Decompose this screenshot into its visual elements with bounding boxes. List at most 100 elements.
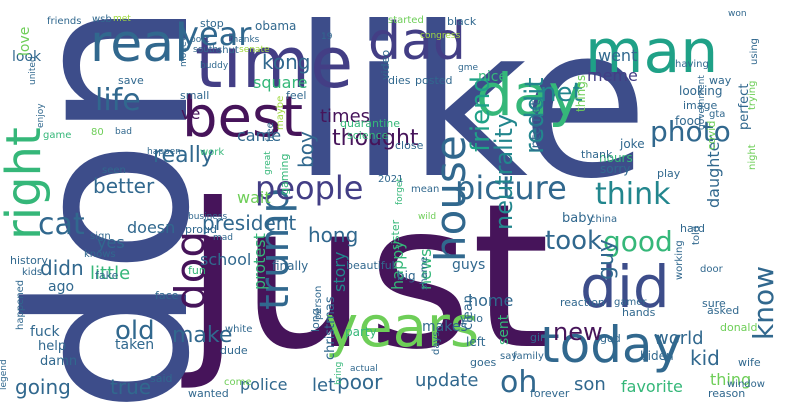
cloud-word-man: man: [585, 17, 719, 87]
cloud-word-family: family: [513, 351, 544, 362]
cloud-word-china: china: [590, 214, 618, 225]
cloud-word-shut: shut: [217, 45, 239, 56]
cloud-word-square: square: [253, 73, 308, 92]
cloud-word-time: time: [195, 22, 354, 104]
cloud-word-did: did: [580, 253, 670, 321]
cloud-word-fun: fun: [188, 264, 206, 277]
cloud-word-god: god: [600, 332, 621, 345]
cloud-word-white: white: [225, 324, 253, 335]
cloud-word-kid: kid: [690, 346, 720, 370]
cloud-word-legend: legend: [0, 359, 9, 390]
cloud-word-gta: gta: [709, 109, 726, 120]
cloud-word-trying: trying: [747, 80, 758, 110]
cloud-word-80: 80: [91, 127, 104, 138]
cloud-word-school: school: [200, 250, 252, 269]
cloud-word-obama: obama: [255, 19, 297, 33]
cloud-word-good: good: [603, 225, 673, 258]
cloud-word-seen: seen: [102, 165, 126, 176]
cloud-word-knows: knows: [84, 249, 116, 260]
cloud-word-kong: kong: [262, 50, 311, 74]
cloud-word-united: united: [28, 56, 38, 85]
cloud-word-gaming: gaming: [278, 153, 291, 195]
cloud-word-help: help: [38, 339, 67, 354]
cloud-word-sister: sister: [389, 219, 402, 250]
cloud-word-let: let: [312, 375, 336, 396]
cloud-word-actual: actual: [350, 364, 378, 374]
cloud-word-thing: thing: [710, 370, 752, 389]
cloud-word-happen: happen: [147, 147, 181, 157]
cloud-word-christmas: christmas: [323, 296, 338, 360]
cloud-word-make: make: [172, 323, 233, 348]
cloud-word-post: post: [190, 35, 210, 45]
cloud-word-stop: stop: [200, 17, 224, 30]
cloud-word-started: started: [388, 15, 424, 26]
cloud-word-senate: senate: [239, 45, 270, 55]
cloud-word-kids: kids: [22, 267, 43, 278]
cloud-word-great: great: [263, 151, 273, 175]
cloud-word-wanted: wanted: [188, 387, 229, 400]
cloud-word-bad: bad: [115, 127, 132, 137]
cloud-word-door: door: [700, 264, 723, 275]
cloud-word-old: old: [115, 316, 155, 346]
cloud-word-year: year: [180, 15, 252, 53]
cloud-word-took: took: [545, 226, 603, 256]
cloud-word-buddy: buddy: [200, 61, 229, 71]
cloud-word-fuck: fuck: [30, 324, 60, 340]
cloud-word-sure: sure: [702, 297, 726, 310]
cloud-word-people: people: [255, 169, 364, 207]
cloud-word-just: just: [185, 161, 550, 394]
cloud-word-19: 19: [321, 32, 333, 42]
cloud-word-big: big: [397, 269, 416, 283]
cloud-word-life: life: [95, 83, 141, 118]
cloud-word-image: image: [683, 99, 718, 112]
cloud-word-cat: cat: [38, 207, 85, 242]
cloud-word-wild: wild: [418, 212, 437, 222]
cloud-word-net: net: [540, 78, 583, 108]
cloud-word-happened: happened: [15, 279, 26, 330]
cloud-word-update: update: [415, 370, 479, 391]
cloud-word-world: world: [654, 328, 704, 349]
cloud-word-small: small: [180, 89, 210, 102]
cloud-word-wife: wife: [738, 356, 761, 369]
cloud-word-didn: didn: [40, 256, 84, 280]
cloud-word-doesn: doesn: [127, 218, 176, 237]
cloud-word-close: close: [395, 139, 424, 152]
cloud-word-forever: forever: [530, 387, 570, 400]
cloud-word-congress: congress: [420, 31, 461, 41]
cloud-word-gme: gme: [458, 63, 479, 73]
cloud-word-baby: baby: [562, 211, 595, 226]
cloud-word-yolo: yolo: [460, 312, 484, 325]
cloud-word-ago: ago: [48, 279, 75, 295]
cloud-word-years: years: [325, 295, 480, 360]
cloud-word-finally: finally: [272, 259, 309, 273]
cloud-word-picture: picture: [455, 169, 567, 207]
cloud-word-night: night: [747, 144, 758, 170]
cloud-word-bring: bring: [334, 361, 344, 385]
cloud-word-reason: reason: [708, 387, 746, 400]
cloud-word-look: look: [12, 49, 42, 65]
cloud-word-ve: ve: [181, 104, 201, 123]
cloud-word-mad: mad: [213, 233, 233, 243]
cloud-word-money: money: [179, 36, 189, 67]
cloud-word-police: police: [240, 375, 288, 394]
cloud-word-day: day: [476, 61, 583, 129]
cloud-word-went: went: [598, 46, 638, 65]
cloud-word-reaction: reaction: [560, 296, 605, 309]
cloud-word-left: left: [466, 335, 486, 349]
cloud-word-work: work: [200, 147, 225, 158]
cloud-word-person: person: [313, 285, 324, 320]
cloud-word-thanks: thanks: [229, 35, 260, 45]
cloud-word-thought: thought: [332, 126, 419, 151]
cloud-word-taken: taken: [115, 337, 155, 353]
cloud-word-times: times: [320, 106, 371, 127]
cloud-word-met: met: [113, 14, 131, 24]
cloud-word-boy: boy: [294, 131, 318, 168]
cloud-word-come: come: [224, 377, 252, 388]
cloud-word-makes: makes: [422, 319, 468, 335]
cloud-word-damn: damn: [40, 354, 78, 369]
cloud-word-president: president: [202, 211, 297, 235]
cloud-word-game: game: [43, 130, 72, 141]
cloud-word-dude: dude: [220, 344, 248, 357]
cloud-word-say: say: [500, 351, 518, 362]
